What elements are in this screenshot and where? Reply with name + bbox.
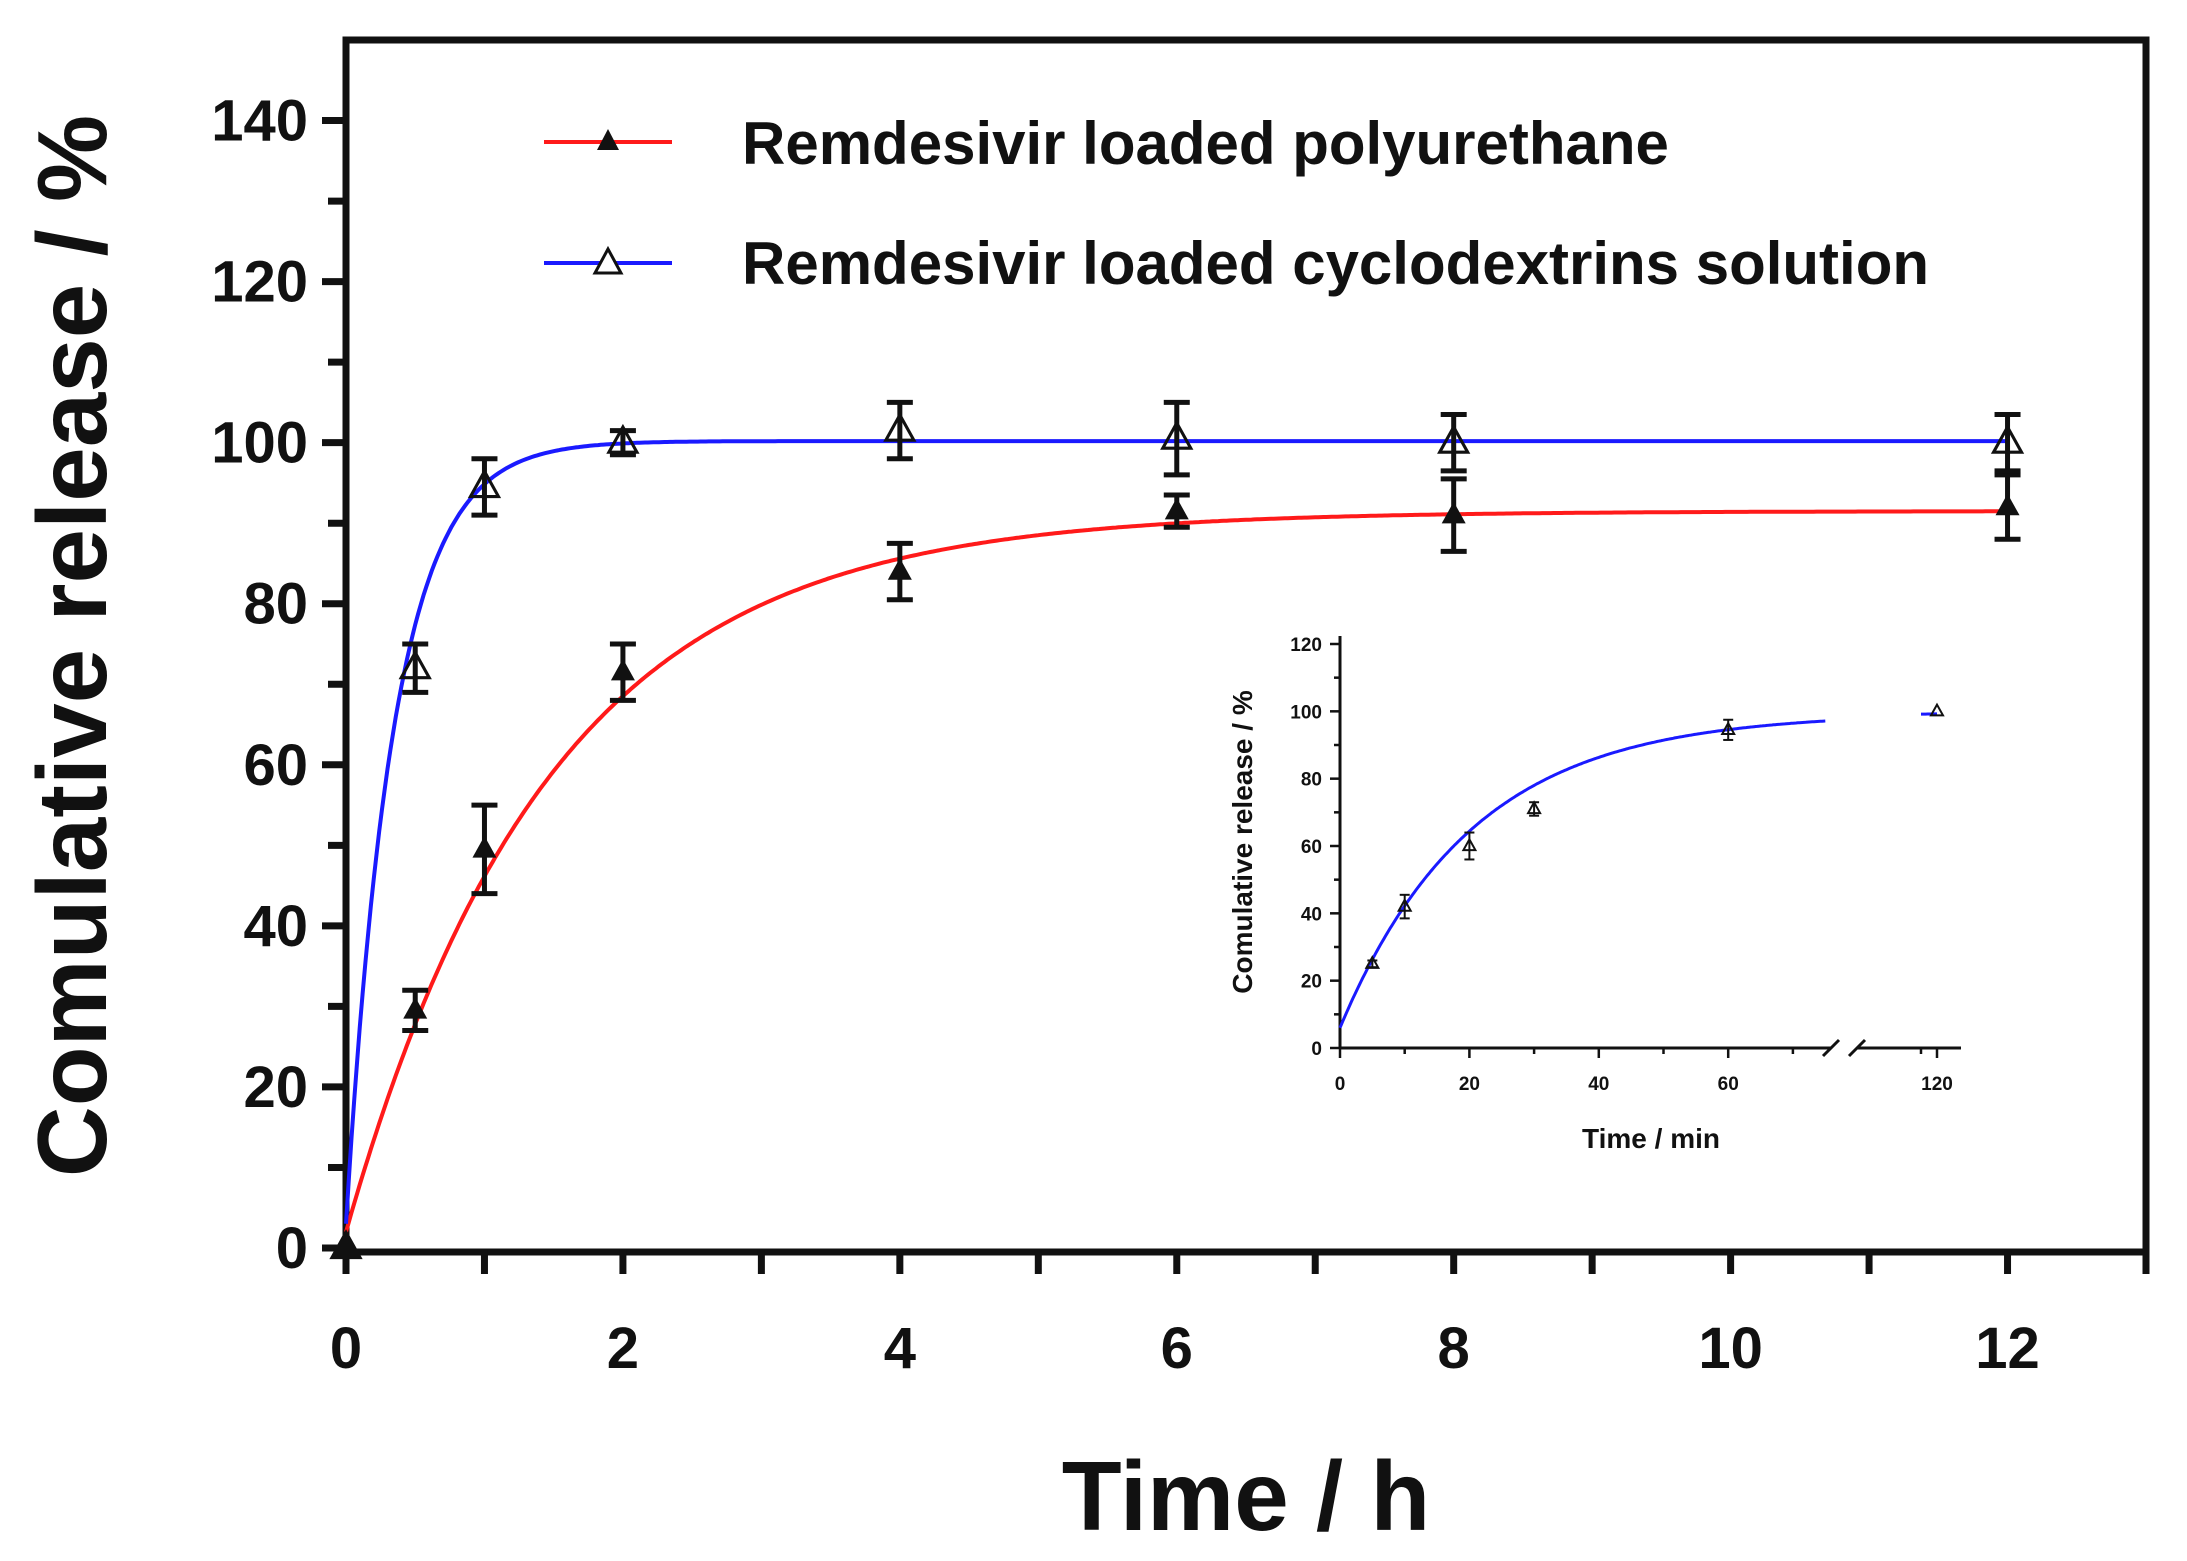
inset-y-tick-label: 100 [1290,702,1322,723]
inset-y-axis: 0 20 40 60 80 100 120 [1290,635,1340,1060]
inset-data-points [1366,705,1943,968]
inset-data-point [1528,802,1540,813]
y-tick-label: 140 [211,89,308,154]
inset-y-tick-label: 60 [1301,837,1322,858]
legend-marker-polyurethane [597,129,619,150]
legend-label-cyclodextrins: Remdesivir loaded cyclodextrins solution [742,230,1929,297]
legend-label-polyurethane: Remdesivir loaded polyurethane [742,110,1669,177]
main-x-axis-title: Time / h [1062,1441,1431,1551]
inset-fit-curves [1340,714,1937,1028]
inset-y-tick-label: 0 [1311,1039,1322,1060]
y-tick-label: 40 [243,894,308,959]
x-tick-label: 6 [1161,1316,1193,1381]
x-tick-label: 10 [1698,1316,1763,1381]
inset-fit-curve [1340,721,1825,1028]
inset-x-tick-label: 20 [1459,1074,1480,1095]
x-tick-label: 2 [607,1316,639,1381]
inset-y-tick-label: 80 [1301,770,1322,791]
data-point-series-2 [886,415,914,440]
y-tick-label: 120 [211,250,308,315]
inset-x-axis-title: Time / min [1582,1123,1720,1154]
x-tick-label: 8 [1438,1316,1470,1381]
inset-data-point [1366,957,1378,968]
main-x-axis: 0 2 4 6 8 10 12 [330,1250,2146,1381]
data-point-series-1 [1996,494,2020,516]
inset-x-tick-label: 40 [1588,1074,1609,1095]
x-tick-label: 4 [884,1316,916,1381]
data-point-series-1 [611,659,635,681]
y-tick-label: 80 [243,572,308,637]
x-tick-label: 12 [1975,1316,2040,1381]
inset-y-tick-label: 40 [1301,904,1322,925]
y-tick-label: 100 [211,411,308,476]
data-point-series-1 [472,836,496,858]
fit-curve-series-2 [346,441,2008,1224]
main-y-axis-title: Comulative release / % [17,115,127,1177]
x-tick-label: 0 [330,1316,362,1381]
inset-x-tick-label: 120 [1921,1074,1953,1095]
data-point-series-1 [1165,498,1189,520]
legend: Remdesivir loaded polyurethane Remdesivi… [544,110,1929,297]
main-y-axis: 0 20 40 60 80 100 120 140 [211,89,346,1281]
inset-y-tick-label: 120 [1290,635,1322,656]
y-tick-label: 20 [243,1055,308,1120]
inset-y-tick-label: 20 [1301,972,1322,993]
main-data-points [332,402,2022,1257]
inset-x-tick-label: 60 [1718,1074,1739,1095]
fit-curve-series-1 [346,511,2008,1232]
y-tick-label: 60 [243,733,308,798]
y-tick-label: 0 [276,1216,308,1281]
inset-y-axis-title: Comulative release / % [1227,690,1258,994]
inset-x-tick-label: 0 [1335,1074,1346,1095]
data-point-series-2 [1163,423,1191,448]
inset-data-point [1463,839,1475,850]
inset-data-point [1931,705,1943,716]
inset-x-axis: 0 20 40 60 120 [1335,1048,1953,1095]
inset-plot: 0 20 40 60 80 100 120 0 20 40 60 120 Time / min Co… [1227,635,1961,1154]
main-fit-curves [346,441,2008,1232]
